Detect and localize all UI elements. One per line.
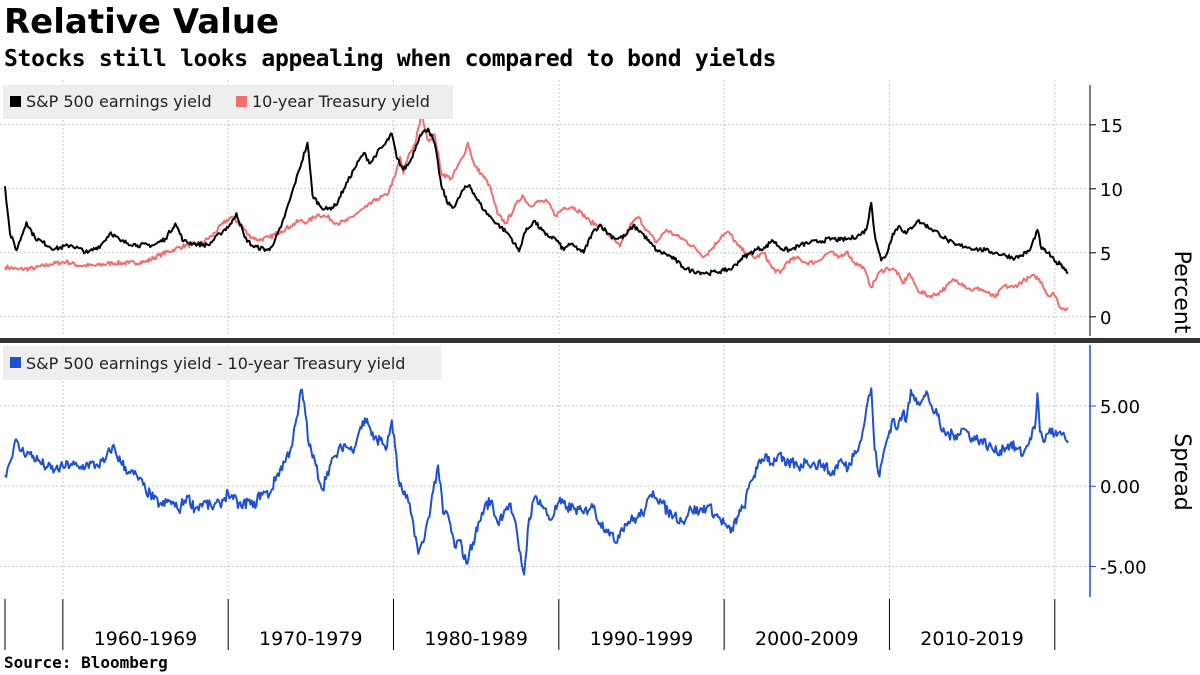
y-tick-label: 5.00 (1100, 397, 1140, 418)
legend-swatch-treasury (236, 96, 247, 107)
y-tick-label: 0.00 (1100, 477, 1140, 498)
chart-title: Relative Value (4, 2, 280, 42)
x-tick-label: 2000-2009 (755, 628, 859, 650)
series-line-s-p-500-earnings-yield-10-year-treasury-yield (4, 387, 1069, 576)
bottom-panel-series (4, 387, 1069, 576)
top-panel-series (4, 113, 1069, 312)
bottom-panel-y-ticks: -5.00 0.00 5.00 (1090, 397, 1147, 579)
series-line-s-p-500-earnings-yield (4, 127, 1069, 277)
legend-swatch-spread (10, 357, 21, 368)
x-tick-label: 1960-1969 (94, 628, 198, 650)
y-tick-label: -5.00 (1100, 558, 1147, 579)
legend-swatch-earnings (10, 96, 21, 107)
axes (0, 85, 1200, 650)
y-tick-label: 5 (1100, 244, 1111, 265)
bottom-y-axis-title: Spread (1169, 433, 1194, 510)
top-legend: S&P 500 earnings yield 10-year Treasury … (3, 85, 453, 119)
legend-label-earnings: S&P 500 earnings yield (26, 92, 212, 111)
panel-divider (0, 338, 1200, 343)
legend-label-spread: S&P 500 earnings yield - 10-year Treasur… (26, 354, 405, 373)
x-tick-label: 1980-1989 (424, 628, 528, 650)
y-tick-label: 0 (1100, 308, 1111, 329)
top-panel-y-ticks: 0 5 10 15 (1090, 116, 1123, 329)
x-tick-label: 1970-1979 (259, 628, 363, 650)
y-tick-label: 15 (1100, 116, 1123, 137)
top-legend-background (3, 85, 453, 119)
source-note: Source: Bloomberg (4, 653, 168, 672)
chart-area: 0 5 10 15 -5.00 0.00 5.00 Percent Spread S&P … (0, 80, 1200, 650)
top-y-axis-title: Percent (1169, 251, 1194, 334)
bottom-panel-gridlines (0, 345, 1090, 597)
x-tick-label: 2010-2019 (920, 628, 1024, 650)
y-tick-label: 10 (1100, 180, 1123, 201)
bottom-legend-background (3, 346, 441, 380)
x-axis-decade-labels: 1960-1969 1970-1979 1980-1989 1990-1999 … (94, 628, 1024, 650)
chart-subtitle: Stocks still looks appealing when compar… (4, 46, 777, 72)
legend-label-treasury: 10-year Treasury yield (252, 92, 430, 111)
series-line-10-year-treasury-yield (4, 113, 1069, 312)
top-panel-gridlines (0, 80, 1090, 336)
x-tick-label: 1990-1999 (590, 628, 694, 650)
bottom-legend: S&P 500 earnings yield - 10-year Treasur… (3, 346, 441, 380)
